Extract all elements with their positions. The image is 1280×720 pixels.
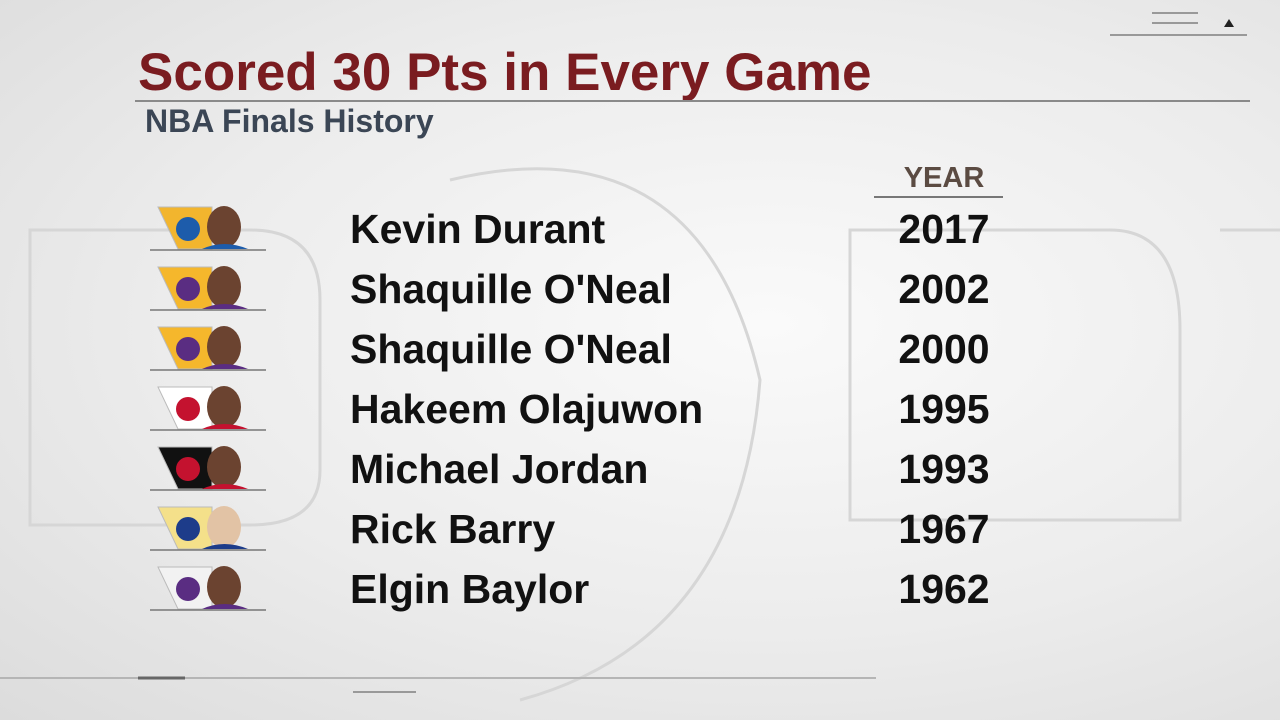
subtitle: NBA Finals History	[145, 103, 434, 139]
player-name: Shaquille O'Neal	[350, 326, 672, 372]
player-icon	[150, 566, 266, 611]
year: 1993	[898, 446, 989, 492]
team-logo	[176, 277, 200, 301]
year: 1962	[898, 566, 989, 612]
team-logo	[176, 517, 200, 541]
headshot	[207, 206, 241, 248]
jersey	[202, 244, 248, 249]
jersey	[202, 304, 248, 309]
team-logo	[176, 577, 200, 601]
jersey	[202, 424, 248, 429]
jersey	[202, 364, 248, 369]
player-name: Michael Jordan	[350, 446, 648, 492]
player-name: Rick Barry	[350, 506, 555, 552]
player-name: Kevin Durant	[350, 206, 605, 252]
headshot	[207, 506, 241, 548]
title: Scored 30 Pts in Every Game	[138, 43, 872, 102]
team-logo	[176, 217, 200, 241]
player-icon	[150, 446, 266, 491]
team-logo	[176, 337, 200, 361]
player-name: Shaquille O'Neal	[350, 266, 672, 312]
player-icon	[150, 206, 266, 251]
player-name: Elgin Baylor	[350, 566, 589, 612]
team-logo	[176, 457, 200, 481]
headshot	[207, 386, 241, 428]
year: 1995	[898, 386, 989, 432]
year: 1967	[898, 506, 989, 552]
year: 2002	[898, 266, 989, 312]
player-name: Hakeem Olajuwon	[350, 386, 703, 432]
column-header: YEAR	[904, 162, 985, 194]
headshot	[207, 566, 241, 608]
player-icon	[150, 386, 266, 431]
player-icon	[150, 266, 266, 311]
background-letters	[28, 167, 1280, 702]
jersey	[202, 484, 248, 489]
year: 2017	[898, 206, 989, 252]
headshot	[207, 446, 241, 488]
jersey	[202, 604, 248, 609]
rows: Kevin Durant 2017 Shaquille O'Neal 2002 Shaq…	[150, 206, 990, 612]
year: 2000	[898, 326, 989, 372]
player-icon	[150, 506, 266, 551]
team-logo	[176, 397, 200, 421]
player-icon	[150, 326, 266, 371]
deco-triangle	[1224, 19, 1234, 27]
jersey	[202, 544, 248, 549]
headshot	[207, 326, 241, 368]
headshot	[207, 266, 241, 308]
